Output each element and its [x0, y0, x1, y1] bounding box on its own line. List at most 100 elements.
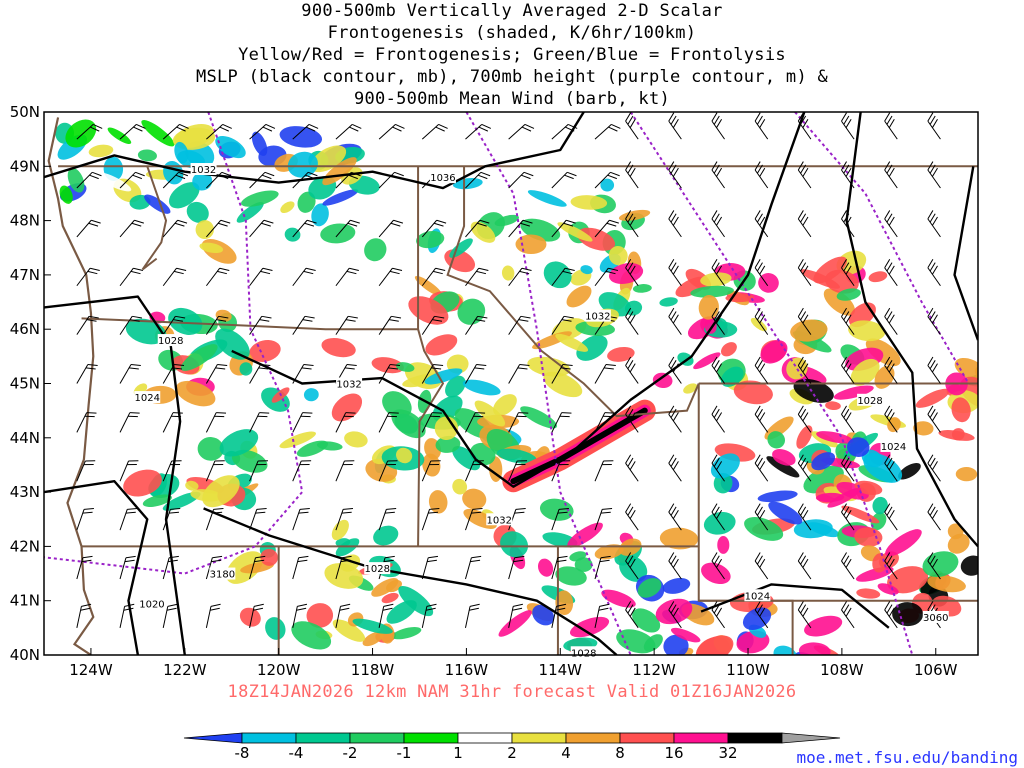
frontogenesis-patch: [947, 523, 964, 540]
wind-barb-flag: [627, 604, 634, 614]
wind-barb: [797, 601, 812, 629]
wind-barb-flag: [884, 405, 891, 415]
wind-barb-flag: [802, 363, 809, 373]
wind-barb: [292, 555, 309, 580]
wind-barb-flag: [213, 508, 224, 510]
wind-barb-flag: [843, 213, 850, 223]
wind-barb: [711, 552, 725, 580]
wind-barb-flag: [215, 367, 226, 370]
wind-barb-flag: [759, 607, 766, 617]
wind-barb: [162, 555, 179, 580]
wind-barb-flag: [514, 511, 525, 514]
frontogenesis-patch: [107, 127, 132, 145]
wind-barb: [76, 123, 103, 140]
wind-barb-flag: [298, 511, 309, 514]
wind-barb-flag: [886, 115, 893, 125]
wind-barb-flag: [308, 123, 319, 129]
wind-barb-flag: [350, 219, 360, 224]
frontogenesis-patch: [632, 608, 661, 633]
wind-barb: [841, 454, 855, 482]
height-contour-label-bg: [922, 610, 949, 623]
wind-barb: [162, 508, 181, 531]
wind-barb-flag: [668, 307, 675, 317]
wind-barb-flag: [713, 164, 720, 174]
wind-barb: [249, 603, 264, 628]
wind-barb-staff: [668, 316, 682, 335]
wind-barb-flag: [343, 508, 354, 510]
wind-barb-flag: [670, 408, 677, 418]
frontogenesis-patch: [59, 185, 73, 204]
frontogenesis-patch: [683, 383, 698, 394]
frontogenesis-patch: [618, 209, 651, 221]
wind-barb: [162, 363, 185, 384]
wind-barb: [884, 454, 898, 482]
wind-barb-flag: [802, 314, 809, 324]
wind-barb-flag: [473, 460, 484, 462]
mslp-contour: [700, 583, 890, 629]
wind-barb-flag: [802, 216, 809, 226]
frontogenesis-patch: [798, 642, 831, 655]
frontogenesis-patch: [600, 178, 615, 192]
wind-barb-flag: [472, 508, 483, 510]
mslp-contour-label: 1024: [135, 393, 160, 404]
wind-barb-staff: [551, 171, 568, 189]
frontogenesis-patch: [142, 494, 172, 507]
wind-barb-flag: [756, 555, 763, 565]
wind-barb-flag: [845, 558, 852, 568]
wind-barb-flag: [254, 559, 265, 563]
wind-barb: [927, 161, 941, 189]
wind-barb-flag: [931, 558, 938, 568]
wind-barb-flag: [476, 270, 487, 275]
wind-barb-flag: [176, 126, 186, 132]
wind-barb-flag: [349, 267, 359, 271]
wind-barb-flag: [129, 412, 140, 414]
frontogenesis-patch: [868, 271, 888, 283]
wind-barb: [249, 315, 272, 335]
wind-barb: [884, 210, 898, 238]
wind-barb: [668, 601, 682, 629]
frontogenesis-patch: [698, 295, 719, 320]
frontogenesis-patch: [701, 562, 731, 585]
wind-barb-flag: [261, 174, 272, 180]
wind-barb-flag: [263, 219, 274, 224]
colorbar-segment: [457, 732, 513, 744]
wind-barb-flag: [560, 367, 571, 370]
wind-barb-staff: [119, 124, 137, 140]
wind-barb-flag: [477, 222, 487, 227]
wind-barb: [754, 552, 769, 580]
wind-barb: [421, 555, 439, 580]
colorbar-segment: [295, 732, 351, 744]
wind-barb-flag: [562, 270, 573, 275]
colorbar-tick-label: -4: [289, 744, 304, 762]
wind-barb-flag: [425, 607, 436, 611]
wind-barb: [162, 603, 178, 628]
wind-barb: [119, 267, 144, 287]
wind-barb-flag: [888, 461, 895, 471]
frontogenesis-patch: [335, 538, 351, 547]
lon-label: 112W: [632, 661, 676, 679]
mslp-contour-label-bg: [857, 393, 884, 406]
state-border: [81, 317, 419, 331]
wind-barb-flag: [306, 219, 317, 224]
frontogenesis-patch: [742, 607, 772, 630]
wind-barb: [711, 307, 725, 335]
wind-barb-flag: [672, 167, 679, 177]
wind-barb-flag: [627, 213, 634, 223]
wind-barb: [378, 363, 400, 384]
colorbar-tick-label: -1: [397, 744, 412, 762]
wind-barb: [797, 454, 812, 482]
wind-barb: [927, 405, 941, 433]
wind-barb: [76, 508, 94, 531]
wind-barb-flag: [845, 216, 852, 226]
wind-barb: [551, 460, 571, 482]
lat-label: 48N: [10, 212, 40, 230]
wind-barb-staff: [927, 169, 941, 189]
mslp-contour-label-bg: [134, 391, 161, 404]
wind-barb-flag: [349, 126, 359, 132]
wind-barb-flag: [565, 126, 575, 132]
wind-barb: [378, 171, 404, 189]
height-contour-label: 3180: [210, 570, 235, 581]
wind-barb: [551, 603, 567, 628]
frontogenesis-patch: [445, 375, 466, 398]
wind-barb-flag: [255, 511, 266, 514]
